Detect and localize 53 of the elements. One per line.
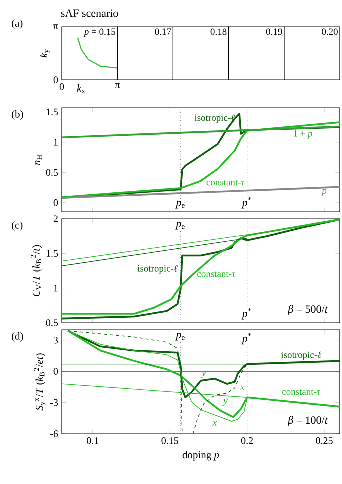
y-tick-label: 3 [54, 337, 58, 344]
ref-line-label: p$^{*}$ [242, 333, 252, 345]
annotation: β = 500/t [288, 305, 328, 316]
series-label: 1 + p [294, 130, 312, 139]
text: 0.20 [322, 28, 338, 36]
text: 0.18 [210, 28, 227, 36]
x-tick-label: 0.2 [241, 438, 254, 444]
annotation: y [201, 371, 206, 378]
series-label: constant-τ [206, 180, 245, 186]
y-tick-label: 0.5 [46, 320, 58, 326]
series-label: p [322, 189, 327, 196]
ref-line-label: p$^{*}$ [242, 308, 252, 320]
annotation: β = 100/t [288, 416, 328, 426]
text: 0.17 [155, 28, 172, 36]
y-tick-label: 0 [54, 200, 58, 206]
y-tick-label: 1 [54, 285, 58, 292]
y-axis-title: k$_{y}$ [40, 50, 51, 58]
series-label: isotropic-ℓ [281, 352, 322, 360]
y-tick-label: π [54, 24, 58, 30]
text: (d) [12, 332, 24, 342]
y-axis-title: n$_{H}$ [36, 155, 42, 166]
ref-line-label: p$_{e}$ [176, 201, 185, 209]
y-tick-label: 1 [54, 139, 58, 146]
ref-line-label: p$^{*}$ [242, 197, 252, 209]
ref-line-label: p$_{e}$ [176, 222, 185, 230]
x-tick-label: 0.1 [87, 438, 99, 444]
series-label: isotropic-ℓ [138, 265, 178, 274]
y-tick-label: -3 [50, 399, 58, 406]
annotation: p = 0.15 [84, 28, 116, 38]
y-tick-label: 0.5 [46, 169, 58, 176]
y-tick-label: 2 [54, 216, 58, 222]
y-tick-label: 1.5 [46, 108, 58, 116]
y-tick-label: 0 [54, 368, 58, 375]
y-tick-label: -6 [50, 430, 58, 438]
x-axis-title: doping p [182, 451, 220, 461]
annotation: y [222, 399, 228, 406]
annotation: x [240, 386, 245, 391]
x-axis-title: k$_{x}$ [77, 84, 86, 94]
series-label: constant-τ [198, 272, 236, 278]
text: S$_{y}$$^{x}$/T (k$_{B}$$^{2}$/et) [34, 354, 46, 411]
x-tick-label: 0.15 [162, 438, 178, 444]
ref-line-label: p$_{e}$ [176, 333, 185, 341]
series-label: constant-τ [282, 390, 321, 396]
chart-title: sAF scenario [61, 10, 118, 18]
y-tick-label: 1.5 [46, 250, 58, 258]
text: (c) [12, 222, 23, 232]
annotation: x [212, 421, 218, 426]
text: 0.19 [266, 28, 282, 36]
text: C$_{V}$/T (k$_{B}$$^{2}$/t) [31, 245, 42, 297]
y-tick-label: 0 [54, 76, 58, 84]
x-tick-label: 0.25 [316, 438, 333, 444]
text: (a) [12, 20, 23, 30]
text: (b) [12, 110, 24, 120]
